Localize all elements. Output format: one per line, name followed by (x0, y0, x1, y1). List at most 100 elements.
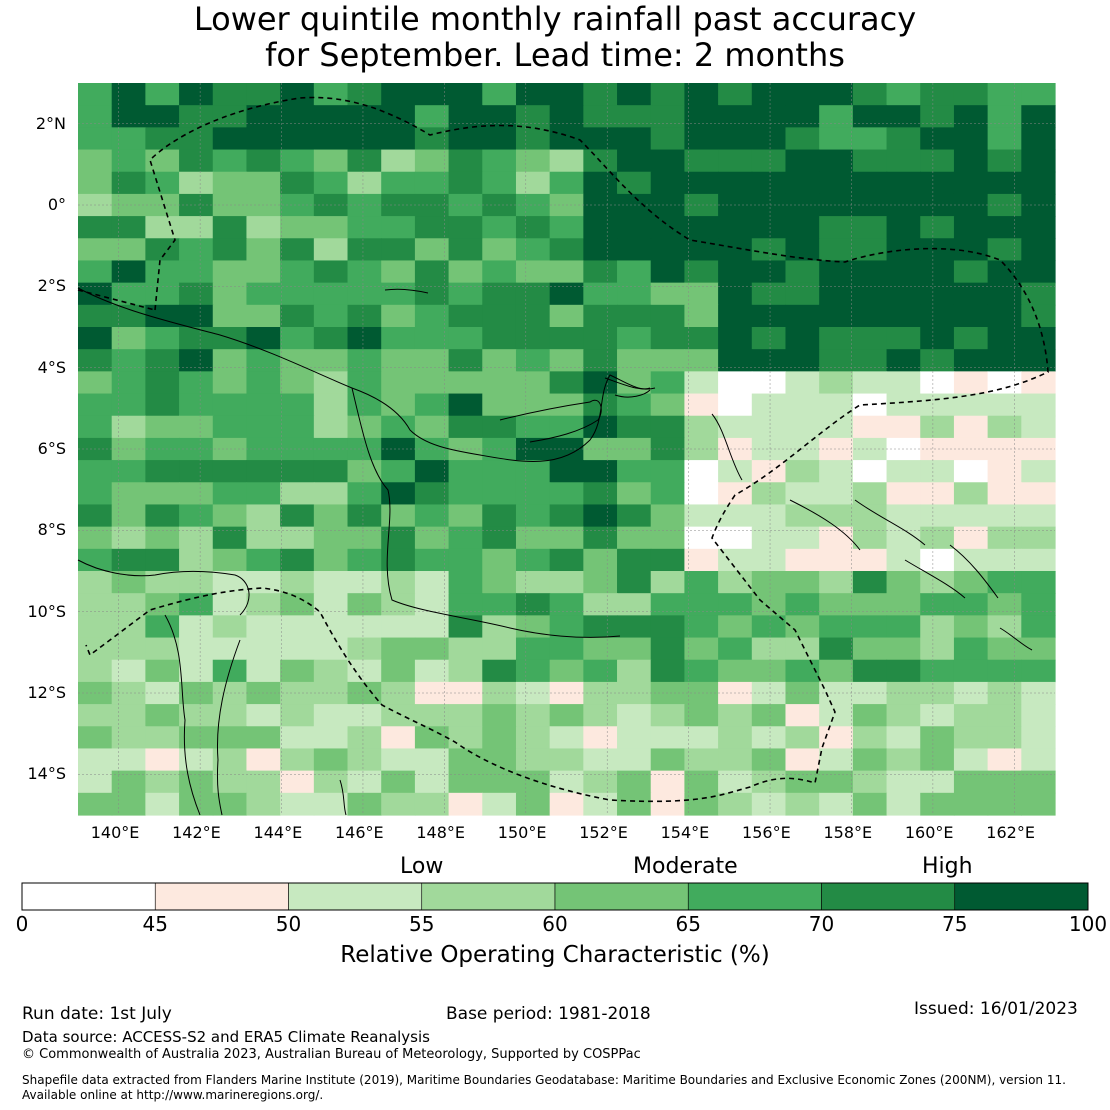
roc-cell (819, 704, 854, 727)
copyright-notice: © Commonwealth of Australia 2023, Austra… (22, 1047, 641, 1062)
base-period: Base period: 1981-2018 (446, 1004, 651, 1024)
roc-cell (280, 105, 315, 128)
roc-cell (953, 792, 989, 816)
roc-cell (617, 548, 652, 572)
roc-cell (718, 548, 753, 572)
roc-cell (583, 526, 618, 550)
roc-cell (953, 105, 989, 128)
roc-cell (515, 792, 551, 816)
lon-tick-label: 150°E (497, 823, 547, 842)
roc-cell (246, 216, 281, 239)
roc-cell (246, 105, 281, 128)
roc-cell (886, 171, 921, 195)
roc-cell (347, 792, 382, 816)
roc-cell (852, 105, 888, 128)
roc-cell (1021, 437, 1056, 461)
roc-cell (684, 460, 719, 483)
roc-cell (650, 726, 686, 750)
coast-australia (164, 614, 347, 816)
roc-cell (819, 460, 854, 483)
roc-cell (751, 349, 787, 372)
roc-cell (145, 681, 180, 705)
roc-cell (381, 149, 416, 173)
roc-cell (414, 526, 450, 550)
roc-cell (515, 659, 551, 683)
roc-cell (246, 415, 281, 439)
roc-cell (852, 83, 888, 106)
roc-cell (751, 504, 787, 528)
roc-cell (920, 349, 955, 372)
roc-cell (111, 282, 146, 306)
roc-cell (414, 327, 450, 350)
roc-cell (313, 548, 349, 572)
roc-cell (179, 171, 214, 195)
roc-cell (347, 704, 382, 727)
roc-cell (212, 216, 248, 239)
roc-cell (920, 260, 955, 284)
roc-cell (313, 681, 349, 705)
roc-cell (381, 171, 416, 195)
roc-cell (515, 415, 551, 439)
roc-cell (886, 415, 921, 439)
lat-tick-label: 4°S (37, 357, 66, 377)
roc-cell (920, 371, 955, 395)
roc-cell (785, 149, 820, 173)
roc-cell (381, 681, 416, 705)
roc-cell (515, 460, 551, 483)
roc-cell (987, 637, 1022, 661)
roc-cell (650, 637, 686, 661)
roc-cell (617, 193, 652, 217)
roc-cell (246, 193, 281, 217)
roc-cell (246, 393, 281, 417)
roc-cell (381, 371, 416, 395)
roc-cell (347, 327, 382, 350)
roc-cell (448, 238, 483, 262)
roc-cell (414, 149, 450, 173)
roc-cell (650, 149, 686, 173)
colorbar-tick-label: 70 (808, 912, 835, 936)
roc-cell (1021, 460, 1056, 483)
roc-cell (145, 593, 180, 616)
lon-tick-label: 152°E (579, 823, 628, 842)
roc-cell (650, 526, 686, 550)
roc-cell (448, 437, 483, 461)
roc-cell (987, 748, 1022, 772)
roc-cell (347, 304, 382, 328)
roc-cell (920, 571, 955, 594)
roc-cell (78, 193, 113, 217)
roc-cell (819, 193, 854, 217)
roc-cell (111, 726, 146, 750)
roc-cell (381, 83, 416, 106)
roc-cell (549, 393, 584, 417)
roc-cell (78, 637, 113, 661)
roc-cell (482, 371, 517, 395)
roc-cell (617, 349, 652, 372)
roc-cell (482, 437, 517, 461)
roc-cell (987, 659, 1022, 683)
roc-cell (852, 371, 888, 395)
roc-cell (414, 548, 450, 572)
roc-cell (111, 193, 146, 217)
roc-cell (313, 726, 349, 750)
shapefile-credit-2: Available online at http://www.marinereg… (22, 1088, 324, 1102)
roc-cell (448, 460, 483, 483)
roc-cell (78, 83, 113, 106)
roc-cell (313, 437, 349, 461)
roc-cell (448, 149, 483, 173)
roc-cell (212, 304, 248, 328)
roc-cell (684, 371, 719, 395)
roc-cell (583, 304, 618, 328)
roc-cell (617, 482, 652, 506)
roc-cell (650, 504, 686, 528)
roc-cell (145, 615, 180, 639)
roc-cell (515, 571, 551, 594)
roc-cell (617, 415, 652, 439)
roc-cell (1021, 792, 1056, 816)
roc-cell (751, 371, 787, 395)
roc-cell (246, 548, 281, 572)
roc-cell (785, 681, 820, 705)
lon-tick-label: 142°E (172, 823, 221, 842)
roc-cell (953, 770, 989, 794)
roc-cell (886, 282, 921, 306)
roc-cell (852, 504, 888, 528)
